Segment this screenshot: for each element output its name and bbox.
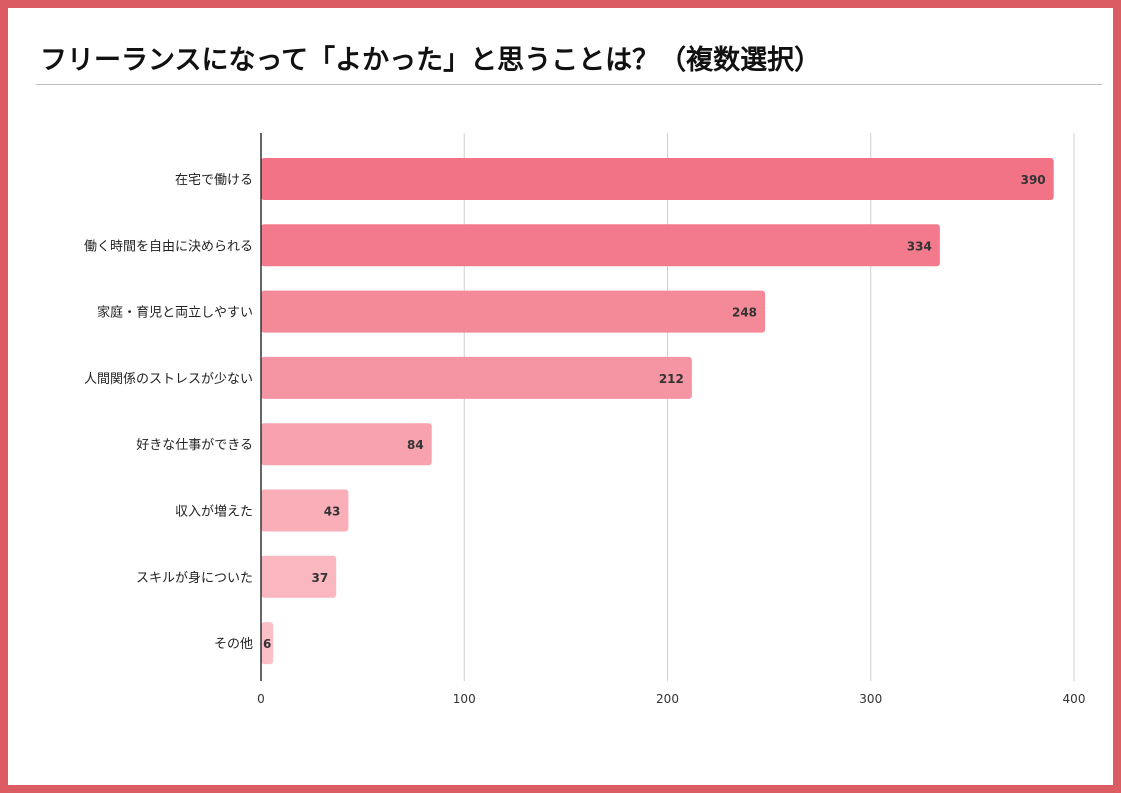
x-tick-label: 300 (859, 692, 882, 706)
data-label: 43 (324, 505, 341, 519)
x-tick-label: 100 (453, 692, 476, 706)
data-label: 248 (732, 306, 757, 320)
x-tick-label: 200 (656, 692, 679, 706)
bar (261, 290, 766, 333)
chart-title: フリーランスになって「よかった」と思うことは？（複数選択） (40, 45, 822, 76)
category-label: 在宅で働ける (175, 173, 253, 188)
bar (261, 224, 940, 267)
category-label: 人間関係のストレスが少ない (84, 372, 253, 387)
data-label: 390 (1021, 173, 1046, 187)
bar (261, 555, 337, 598)
data-label: 334 (907, 239, 932, 253)
category-label: スキルが身についた (136, 570, 253, 586)
category-label: 働く時間を自由に決められる (84, 239, 253, 254)
data-label: 84 (407, 438, 424, 452)
title-divider (36, 84, 1102, 85)
data-label: 6 (263, 637, 271, 651)
category-label: 好きな仕事ができる (136, 438, 253, 453)
bar (261, 622, 274, 665)
bar (261, 158, 1054, 200)
bar (261, 423, 432, 466)
bar (261, 356, 692, 399)
x-tick-label: 0 (257, 692, 265, 706)
data-label: 212 (659, 372, 684, 386)
category-label: 収入が増えた (175, 505, 253, 520)
data-label: 37 (311, 571, 328, 585)
category-label: その他 (214, 637, 253, 652)
category-label: 家庭・育児と両立しやすい (97, 305, 253, 321)
bar-chart: 0 100 200 300 400 在宅で働ける 390 働く時間を自由に決められる 334 家庭… (84, 133, 1086, 706)
bar (261, 489, 349, 532)
x-tick-label: 400 (1063, 692, 1086, 706)
